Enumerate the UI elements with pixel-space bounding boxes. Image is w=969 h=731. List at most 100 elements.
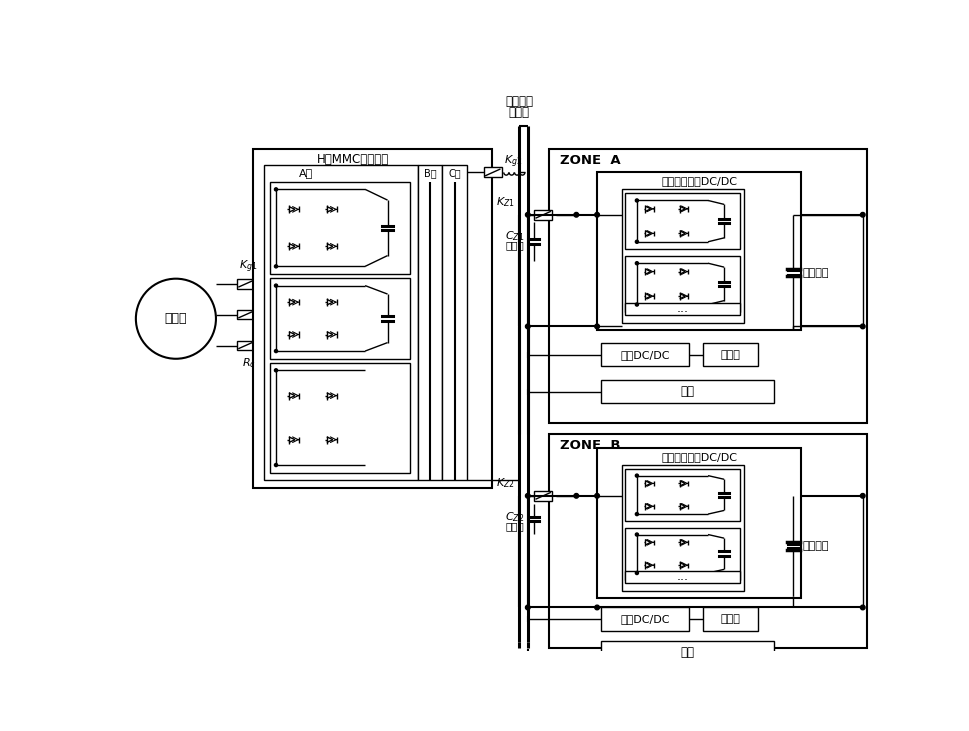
Bar xyxy=(621,189,744,322)
Text: 交错并联双向DC/DC: 交错并联双向DC/DC xyxy=(661,176,737,186)
Bar xyxy=(625,256,740,312)
Text: $K_{g2}$: $K_{g2}$ xyxy=(504,154,522,170)
Text: $K_{Z1}$: $K_{Z1}$ xyxy=(496,196,515,209)
Text: .: . xyxy=(517,325,521,340)
Bar xyxy=(601,640,774,664)
Bar xyxy=(269,278,410,359)
Circle shape xyxy=(525,324,530,329)
Text: .: . xyxy=(517,632,521,645)
Circle shape xyxy=(525,605,530,610)
Circle shape xyxy=(595,605,600,610)
Text: $C_{Z2}$: $C_{Z2}$ xyxy=(505,510,524,524)
Text: 小电容: 小电容 xyxy=(505,522,524,531)
Bar xyxy=(548,434,866,648)
Circle shape xyxy=(574,493,578,498)
Bar xyxy=(548,149,866,423)
Bar xyxy=(236,279,254,289)
Text: .: . xyxy=(517,613,521,626)
Bar xyxy=(625,193,740,249)
Circle shape xyxy=(636,474,639,477)
Circle shape xyxy=(636,303,639,306)
Text: 蓄电池: 蓄电池 xyxy=(720,614,740,624)
Bar xyxy=(442,164,467,480)
Text: $K_{Z2}$: $K_{Z2}$ xyxy=(496,477,515,491)
Circle shape xyxy=(136,279,216,359)
Circle shape xyxy=(274,188,277,191)
Circle shape xyxy=(525,493,530,498)
Circle shape xyxy=(274,284,277,287)
Text: 双向DC/DC: 双向DC/DC xyxy=(620,614,670,624)
Circle shape xyxy=(860,324,865,329)
Text: 负载: 负载 xyxy=(680,385,695,398)
Bar xyxy=(625,303,740,315)
Bar xyxy=(703,344,758,366)
Bar xyxy=(418,164,442,480)
Circle shape xyxy=(860,605,865,610)
Text: 小电容: 小电容 xyxy=(505,240,524,251)
Circle shape xyxy=(274,349,277,352)
Text: .: . xyxy=(517,357,521,371)
Bar xyxy=(236,341,254,350)
Circle shape xyxy=(636,199,639,202)
Text: ...: ... xyxy=(676,302,689,315)
Bar xyxy=(601,607,690,631)
Text: 发电机: 发电机 xyxy=(165,312,187,325)
Text: $R_c$: $R_c$ xyxy=(242,356,256,369)
Text: .: . xyxy=(517,619,521,633)
Text: ZONE  B: ZONE B xyxy=(560,439,620,452)
Text: .: . xyxy=(517,332,521,346)
Text: 超级电容: 超级电容 xyxy=(802,268,829,278)
Bar xyxy=(264,164,418,480)
Bar xyxy=(253,149,491,488)
Text: 流电网: 流电网 xyxy=(509,106,530,119)
Circle shape xyxy=(274,463,277,466)
Circle shape xyxy=(274,265,277,268)
Text: .: . xyxy=(517,625,521,639)
Text: 超级电容: 超级电容 xyxy=(802,541,829,551)
Text: H桥MMC型变换器: H桥MMC型变换器 xyxy=(317,153,390,166)
Bar xyxy=(269,182,410,274)
Bar xyxy=(601,380,774,404)
Text: $C_{Z1}$: $C_{Z1}$ xyxy=(505,230,524,243)
Circle shape xyxy=(595,324,600,329)
Circle shape xyxy=(860,493,865,498)
Bar xyxy=(625,570,740,583)
Bar xyxy=(625,528,740,580)
Text: C相: C相 xyxy=(449,168,461,178)
Bar xyxy=(236,310,254,319)
Bar xyxy=(534,210,552,220)
Circle shape xyxy=(860,213,865,217)
Bar xyxy=(625,469,740,521)
Circle shape xyxy=(636,533,639,536)
Text: B相: B相 xyxy=(423,168,436,178)
Text: 弱存储直: 弱存储直 xyxy=(505,95,533,108)
Bar xyxy=(601,344,690,366)
Text: ZONE  A: ZONE A xyxy=(560,154,621,167)
Bar xyxy=(534,491,552,501)
Bar xyxy=(621,465,744,591)
Text: 交错并联双向DC/DC: 交错并联双向DC/DC xyxy=(661,452,737,461)
Text: 负载: 负载 xyxy=(680,645,695,659)
Circle shape xyxy=(636,512,639,515)
Text: 蓄电池: 蓄电池 xyxy=(720,350,740,360)
Circle shape xyxy=(595,213,600,217)
Text: .: . xyxy=(517,344,521,358)
Circle shape xyxy=(274,368,277,372)
Bar xyxy=(269,363,410,473)
Bar xyxy=(484,167,502,178)
Circle shape xyxy=(525,213,530,217)
Circle shape xyxy=(636,240,639,243)
Bar xyxy=(597,448,801,598)
Text: ...: ... xyxy=(676,570,689,583)
Text: 双向DC/DC: 双向DC/DC xyxy=(620,350,670,360)
Text: A相: A相 xyxy=(298,168,313,178)
Bar xyxy=(703,607,758,631)
Circle shape xyxy=(574,213,578,217)
Text: .: . xyxy=(517,350,521,364)
Bar xyxy=(597,173,801,330)
Circle shape xyxy=(595,493,600,498)
Text: $K_{g1}$: $K_{g1}$ xyxy=(239,259,258,276)
Circle shape xyxy=(636,262,639,265)
Circle shape xyxy=(636,572,639,575)
Text: .: . xyxy=(517,637,521,651)
